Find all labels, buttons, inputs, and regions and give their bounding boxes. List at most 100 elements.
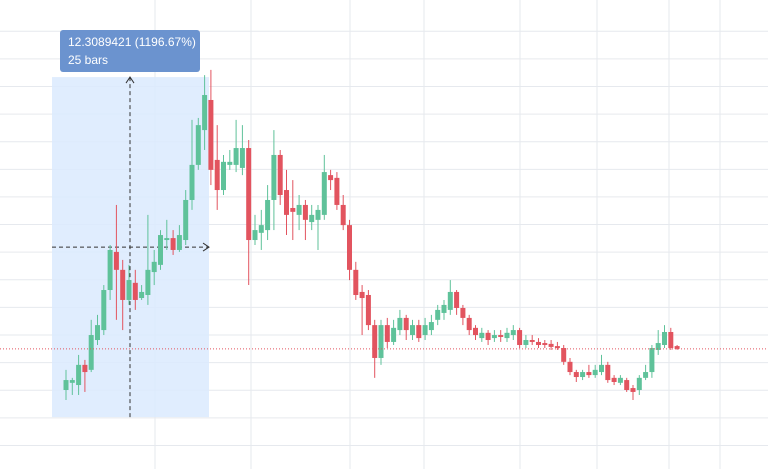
candle-body xyxy=(82,364,88,373)
candle-body xyxy=(139,291,145,299)
candle-body xyxy=(498,335,504,337)
candle-body xyxy=(359,291,365,299)
candles xyxy=(63,69,680,400)
candle-body xyxy=(567,361,573,373)
candle-body xyxy=(573,372,579,378)
candle-body xyxy=(221,161,226,191)
candle-body xyxy=(416,325,422,339)
candle-body xyxy=(365,294,371,326)
candle-body xyxy=(120,269,126,300)
candle-body xyxy=(561,348,567,362)
candle-body xyxy=(391,327,397,342)
candle-body xyxy=(284,190,289,215)
candle-body xyxy=(334,177,340,205)
candle-body xyxy=(202,95,208,131)
candle-body xyxy=(523,340,529,345)
candle-body xyxy=(214,159,220,191)
candle-body xyxy=(63,380,69,391)
candle-body xyxy=(290,207,296,212)
candle-body xyxy=(460,307,466,318)
candle-body xyxy=(428,322,434,331)
candle-body xyxy=(271,154,277,200)
candle-body xyxy=(668,332,674,349)
candle-body xyxy=(195,125,201,165)
arrow-head xyxy=(202,242,210,252)
candle-body xyxy=(113,251,119,270)
candle-body xyxy=(643,372,649,378)
candle-body xyxy=(347,225,352,270)
candle-body xyxy=(340,204,346,226)
candle-body xyxy=(258,225,264,233)
candle-body xyxy=(580,372,586,378)
candle-body xyxy=(624,380,630,391)
candle-body xyxy=(189,164,195,200)
candle-body xyxy=(655,343,661,350)
candle-body xyxy=(529,340,535,342)
candle-body xyxy=(95,325,100,341)
candle-body xyxy=(592,369,598,376)
candle-body xyxy=(617,377,623,383)
candle-body xyxy=(510,330,516,336)
candle-body xyxy=(403,317,409,331)
candle-body xyxy=(69,380,75,383)
candle-body xyxy=(504,332,510,339)
candle-body xyxy=(126,280,132,300)
candle-body xyxy=(536,341,541,345)
measure-value: 12.3089421 (1196.67%) xyxy=(68,35,196,49)
candle-body xyxy=(447,291,453,310)
candle-body xyxy=(636,377,642,391)
measure-tooltip xyxy=(60,30,200,72)
candle-body xyxy=(605,364,611,381)
measure-bars: 25 bars xyxy=(68,53,108,67)
candle-body xyxy=(170,238,176,250)
candle-body xyxy=(422,325,428,336)
candle-body xyxy=(485,332,491,341)
candle-body xyxy=(674,346,680,349)
candle-body xyxy=(353,269,359,295)
candle-body xyxy=(410,325,415,336)
candle-body xyxy=(649,348,655,373)
candle-body xyxy=(132,282,138,300)
candle-body xyxy=(630,388,636,392)
candle-body xyxy=(183,199,189,241)
candle-body xyxy=(101,290,107,331)
candle-body xyxy=(548,343,554,347)
candle-body xyxy=(145,269,151,295)
candle-body xyxy=(599,364,604,373)
candle-body xyxy=(491,335,497,339)
candle-body xyxy=(151,261,157,273)
candle-body xyxy=(107,249,113,291)
overlay: 12.3089421 (1196.67%) 25 bars xyxy=(0,30,768,350)
candle-body xyxy=(372,325,378,358)
candle-body xyxy=(378,325,384,358)
candle-body xyxy=(277,154,283,196)
candle-body xyxy=(479,332,485,339)
arrow-head xyxy=(125,76,135,84)
candle-body xyxy=(384,325,390,342)
candle-body xyxy=(233,148,239,165)
candle-body xyxy=(542,343,548,345)
candle-body xyxy=(517,330,523,345)
candle-body xyxy=(246,148,252,241)
candle-body xyxy=(435,309,441,320)
candle-body xyxy=(208,99,214,170)
measure-tool xyxy=(52,76,210,418)
candle-body xyxy=(466,317,472,331)
candle-body xyxy=(441,304,447,313)
candle-body xyxy=(227,161,233,165)
candle-body xyxy=(554,346,560,349)
candle-body xyxy=(328,175,334,181)
candle-body xyxy=(662,332,667,345)
candle-body xyxy=(397,317,403,331)
candle-body xyxy=(611,377,617,382)
candle-body xyxy=(473,327,478,336)
candle-body xyxy=(158,235,163,265)
candle-body xyxy=(176,235,182,250)
candle-body xyxy=(76,364,82,386)
candle-body xyxy=(586,372,592,376)
candle-body xyxy=(321,172,327,215)
candle-body xyxy=(265,199,271,231)
candle-body xyxy=(315,209,321,220)
